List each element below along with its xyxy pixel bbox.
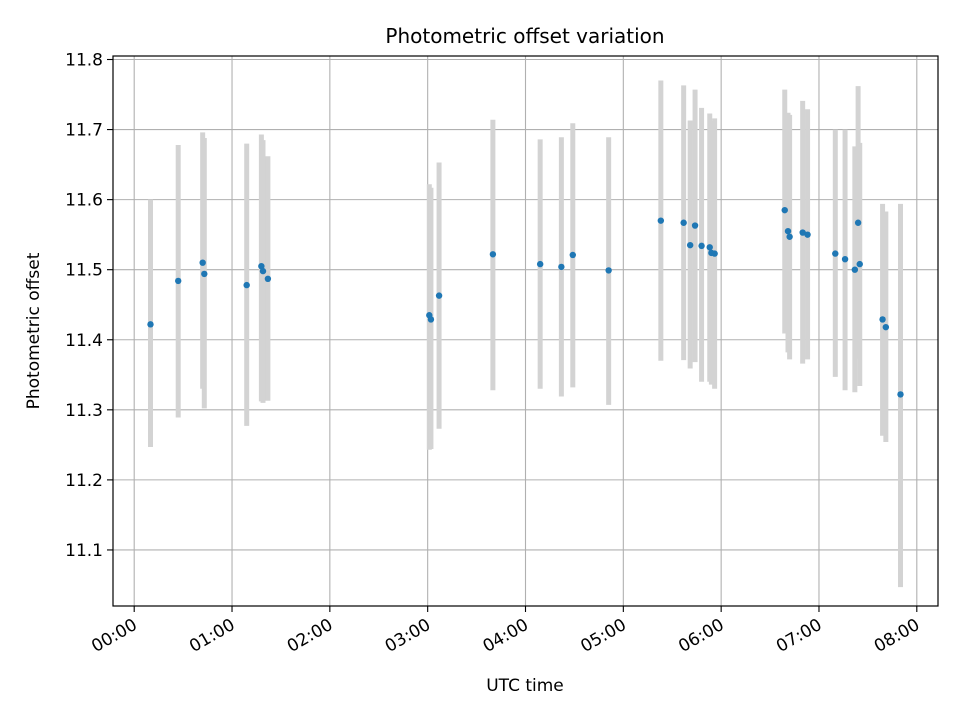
- data-point: [832, 250, 839, 257]
- x-tick-label: 01:00: [186, 615, 238, 657]
- data-point: [435, 292, 443, 299]
- x-tick-label: 05:00: [577, 615, 629, 657]
- data-point: [711, 250, 718, 257]
- data-point: [427, 316, 435, 323]
- data-point: [851, 266, 859, 273]
- data-point: [856, 260, 863, 268]
- data-point: [841, 255, 849, 263]
- x-tick-label: 07:00: [773, 615, 825, 657]
- y-tick-label: 11.2: [65, 471, 103, 491]
- data-point: [569, 251, 576, 259]
- data-point: [489, 251, 497, 258]
- data-point: [784, 227, 792, 235]
- data-point: [536, 260, 544, 268]
- y-tick-label: 11.6: [65, 191, 103, 211]
- data-point: [698, 242, 705, 250]
- y-tick-label: 11.1: [65, 541, 103, 561]
- data-point: [243, 281, 250, 289]
- y-tick-label: 11.3: [65, 401, 103, 421]
- data-point: [686, 241, 694, 249]
- data-point: [879, 316, 886, 323]
- data-point: [786, 233, 793, 240]
- data-point: [657, 217, 665, 224]
- y-tick-label: 11.5: [65, 261, 103, 281]
- data-point: [258, 262, 265, 270]
- data-point: [147, 321, 154, 328]
- x-tick-label: 00:00: [88, 615, 140, 657]
- data-point: [264, 275, 272, 283]
- data-point: [558, 263, 565, 271]
- data-point: [201, 270, 208, 278]
- y-tick-label: 11.4: [65, 331, 103, 351]
- data-points: [147, 206, 904, 398]
- data-point: [691, 222, 699, 229]
- x-axis-label: UTC time: [486, 676, 564, 696]
- data-point: [781, 206, 788, 214]
- x-axis: 00:00 01:00 02:00 03:00 04:00 05:00 06:00 07:00…: [88, 606, 923, 657]
- x-tick-label: 08:00: [871, 615, 923, 657]
- data-point: [799, 229, 806, 236]
- data-point: [882, 323, 890, 331]
- y-tick-label: 11.8: [65, 51, 103, 71]
- x-tick-label: 04:00: [480, 615, 532, 657]
- data-point: [680, 219, 687, 226]
- y-axis-label: Photometric offset: [24, 252, 44, 409]
- chart-title: Photometric offset variation: [385, 24, 664, 48]
- grid-lines: [113, 56, 938, 606]
- data-point: [804, 231, 811, 238]
- data-point: [854, 219, 862, 226]
- x-tick-label: 02:00: [284, 615, 336, 657]
- data-point: [605, 267, 612, 274]
- data-point: [199, 259, 206, 266]
- data-point: [175, 277, 182, 285]
- x-tick-label: 06:00: [675, 615, 727, 657]
- data-point: [897, 391, 904, 398]
- y-tick-label: 11.7: [65, 121, 103, 141]
- data-point: [259, 267, 267, 275]
- x-tick-label: 03:00: [382, 615, 434, 657]
- y-axis: 11.1 11.2 11.3 11.4 11.5 11.6 11.7 11.8: [65, 51, 113, 561]
- data-point: [706, 244, 713, 251]
